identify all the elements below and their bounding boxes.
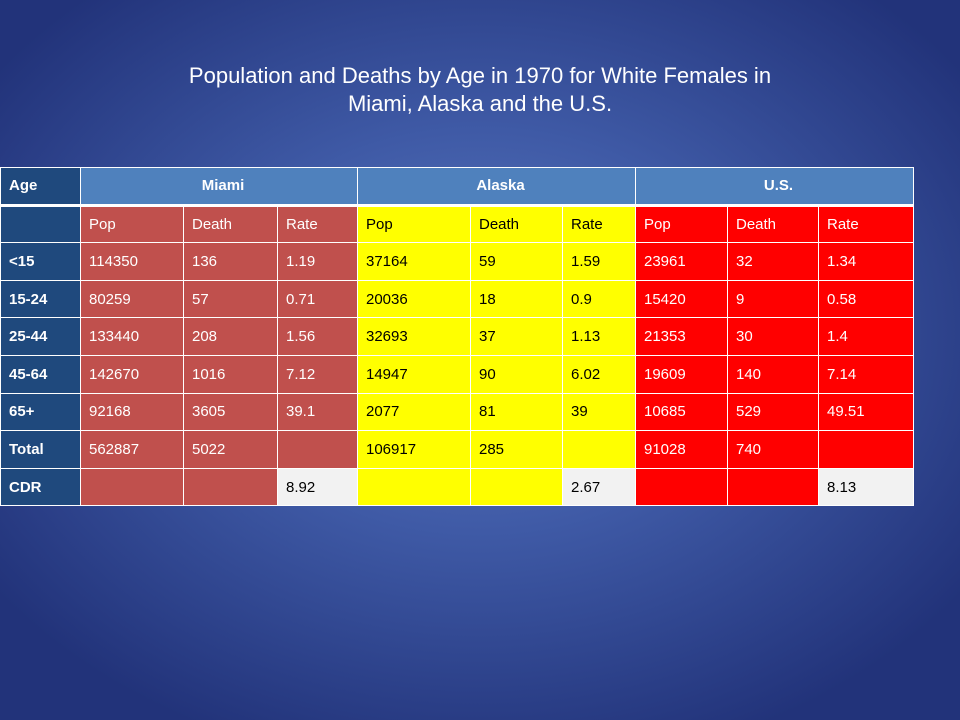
title-line-2: Miami, Alaska and the U.S. <box>347 91 613 116</box>
us-rate-header: Rate <box>817 204 915 244</box>
table-cell: 562887 <box>80 430 184 469</box>
table-cell: 14947 <box>357 354 471 394</box>
miami-death-header: Death <box>183 204 278 244</box>
table-cell <box>277 430 358 469</box>
table-row: 45-64 142670 1016 7.12 14947 90 6.02 196… <box>0 354 915 394</box>
cdr-row: CDR 8.92 2.67 8.13 <box>0 467 915 507</box>
table-cell: 740 <box>727 430 819 469</box>
miami-pop-header: Pop <box>80 204 184 244</box>
table-cell: 208 <box>183 317 278 356</box>
miami-header: Miami <box>80 167 358 207</box>
table-cell <box>357 467 471 507</box>
table-cell: 2077 <box>357 392 471 432</box>
age-cell: <15 <box>0 242 81 281</box>
table-cell: 285 <box>470 430 563 469</box>
table-cell <box>727 467 819 507</box>
miami-cdr-value: 8.92 <box>277 467 358 507</box>
table-cell: 32693 <box>357 317 471 356</box>
table-cell <box>470 467 563 507</box>
table-cell: 9 <box>727 279 819 319</box>
table-cell: 37164 <box>357 242 471 281</box>
table-cell: 5022 <box>183 430 278 469</box>
table-cell: 1.4 <box>817 317 915 356</box>
table-row: 15-24 80259 57 0.71 20036 18 0.9 15420 9… <box>0 279 915 319</box>
miami-rate-header: Rate <box>277 204 358 244</box>
age-cell: Total <box>0 430 81 469</box>
table-cell: 7.12 <box>277 354 358 394</box>
table-cell: 90 <box>470 354 563 394</box>
table-cell: 106917 <box>357 430 471 469</box>
age-cell: 45-64 <box>0 354 81 394</box>
us-death-header: Death <box>727 204 819 244</box>
subheader-age-cell <box>0 204 81 244</box>
table-row: 25-44 133440 208 1.56 32693 37 1.13 2135… <box>0 317 915 356</box>
subheader-row: Pop Death Rate Pop Death Rate Pop Death … <box>0 204 915 244</box>
table-cell: 0.9 <box>562 279 636 319</box>
table-cell: 57 <box>183 279 278 319</box>
table-cell: 1.13 <box>562 317 636 356</box>
alaska-cdr-value: 2.67 <box>562 467 636 507</box>
table-cell: 1.56 <box>277 317 358 356</box>
table-cell <box>635 467 728 507</box>
table-cell: 21353 <box>635 317 728 356</box>
title-line-1: Population and Deaths by Age in 1970 for… <box>188 63 772 88</box>
table-cell: 80259 <box>80 279 184 319</box>
table-cell: 1.34 <box>817 242 915 281</box>
table-cell: 140 <box>727 354 819 394</box>
table-cell <box>817 430 915 469</box>
table-row: 65+ 92168 3605 39.1 2077 81 39 10685 529… <box>0 392 915 432</box>
table-cell: 136 <box>183 242 278 281</box>
table-cell: 30 <box>727 317 819 356</box>
table-cell: 6.02 <box>562 354 636 394</box>
header-row: Age Miami Alaska U.S. <box>0 167 915 207</box>
table-cell: 0.58 <box>817 279 915 319</box>
table-cell: 1.59 <box>562 242 636 281</box>
table-cell: 20036 <box>357 279 471 319</box>
table-cell: 1016 <box>183 354 278 394</box>
age-header: Age <box>0 167 81 207</box>
table-cell: 7.14 <box>817 354 915 394</box>
table-cell <box>183 467 278 507</box>
table-cell: 37 <box>470 317 563 356</box>
table-cell: 133440 <box>80 317 184 356</box>
table-cell: 81 <box>470 392 563 432</box>
table-cell: 39.1 <box>277 392 358 432</box>
age-cell: 25-44 <box>0 317 81 356</box>
us-cdr-value: 8.13 <box>817 467 915 507</box>
table-cell: 92168 <box>80 392 184 432</box>
alaska-rate-header: Rate <box>562 204 636 244</box>
table-cell <box>562 430 636 469</box>
table-cell: 3605 <box>183 392 278 432</box>
age-cell: CDR <box>0 467 81 507</box>
table-cell: 49.51 <box>817 392 915 432</box>
table-cell: 529 <box>727 392 819 432</box>
table-row: <15 114350 136 1.19 37164 59 1.59 23961 … <box>0 242 915 281</box>
table-cell: 18 <box>470 279 563 319</box>
table-cell: 23961 <box>635 242 728 281</box>
table-cell: 19609 <box>635 354 728 394</box>
slide-title: Population and Deaths by Age in 1970 for… <box>0 62 960 118</box>
population-deaths-table: Age Miami Alaska U.S. Pop Death Rate Pop… <box>0 167 915 507</box>
table-cell: 142670 <box>80 354 184 394</box>
us-header: U.S. <box>634 167 915 207</box>
age-cell: 15-24 <box>0 279 81 319</box>
table-cell: 114350 <box>80 242 184 281</box>
table-cell: 0.71 <box>277 279 358 319</box>
table-cell: 15420 <box>635 279 728 319</box>
alaska-header: Alaska <box>357 167 636 207</box>
table-cell <box>80 467 184 507</box>
us-pop-header: Pop <box>635 204 728 244</box>
age-cell: 65+ <box>0 392 81 432</box>
table-cell: 10685 <box>635 392 728 432</box>
table-cell: 39 <box>562 392 636 432</box>
table-cell: 59 <box>470 242 563 281</box>
table-cell: 32 <box>727 242 819 281</box>
table-cell: 91028 <box>635 430 728 469</box>
alaska-death-header: Death <box>470 204 563 244</box>
table-cell: 1.19 <box>277 242 358 281</box>
total-row: Total 562887 5022 106917 285 91028 740 <box>0 430 915 469</box>
alaska-pop-header: Pop <box>357 204 471 244</box>
